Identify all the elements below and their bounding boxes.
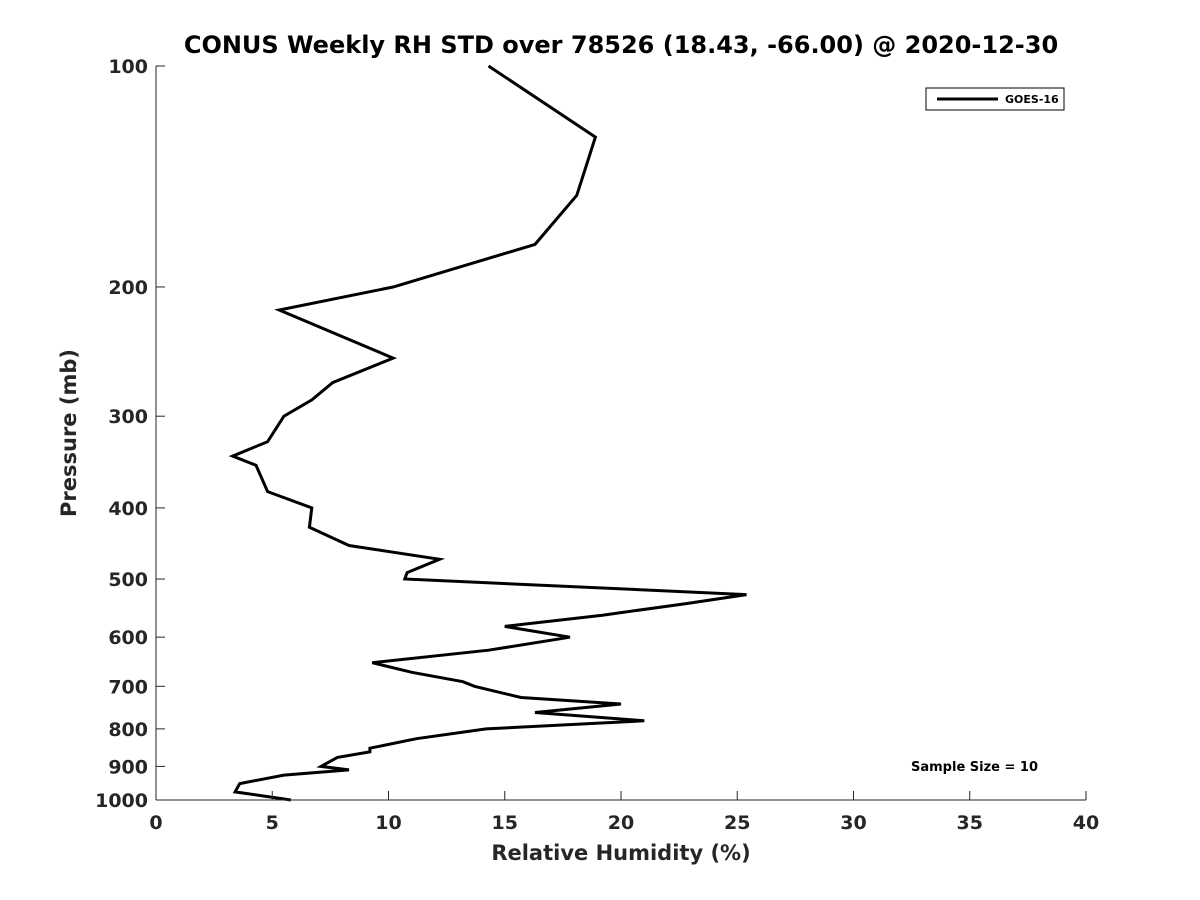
plot-area — [228, 64, 747, 802]
x-tick-label: 35 — [957, 812, 983, 834]
sample-size-annotation: Sample Size = 10 — [911, 760, 1038, 775]
y-tick-label: 100 — [108, 56, 148, 78]
y-tick-label: 700 — [108, 676, 148, 698]
x-tick-label: 5 — [266, 812, 279, 834]
x-tick-label: 10 — [375, 812, 401, 834]
x-tick-label: 0 — [149, 812, 162, 834]
y-tick-label: 500 — [108, 569, 148, 591]
x-axis: 0 5 10 15 20 25 30 35 40 — [149, 791, 1099, 834]
legend: GOES-16 — [925, 87, 1065, 111]
x-tick-label: 30 — [840, 812, 866, 834]
y-tick-label: 1000 — [95, 790, 148, 812]
x-tick-label: 25 — [724, 812, 750, 834]
y-tick-label: 900 — [108, 756, 148, 778]
x-tick-label: 40 — [1073, 812, 1099, 834]
series-line-goes-16 — [228, 64, 747, 802]
y-tick-label: 600 — [108, 627, 148, 649]
x-tick-label: 15 — [492, 812, 518, 834]
x-axis-label: Relative Humidity (%) — [491, 841, 750, 865]
chart-title: CONUS Weekly RH STD over 78526 (18.43, -… — [184, 31, 1058, 59]
x-tick-label: 20 — [608, 812, 634, 834]
y-axis-label: Pressure (mb) — [57, 349, 81, 517]
y-tick-label: 300 — [108, 406, 148, 428]
y-tick-label: 400 — [108, 498, 148, 520]
y-tick-label: 800 — [108, 719, 148, 741]
y-axis: 100 200 300 400 500 600 700 800 900 1000 — [95, 56, 165, 812]
legend-label-goes-16: GOES-16 — [1005, 93, 1059, 106]
y-tick-label: 200 — [108, 277, 148, 299]
